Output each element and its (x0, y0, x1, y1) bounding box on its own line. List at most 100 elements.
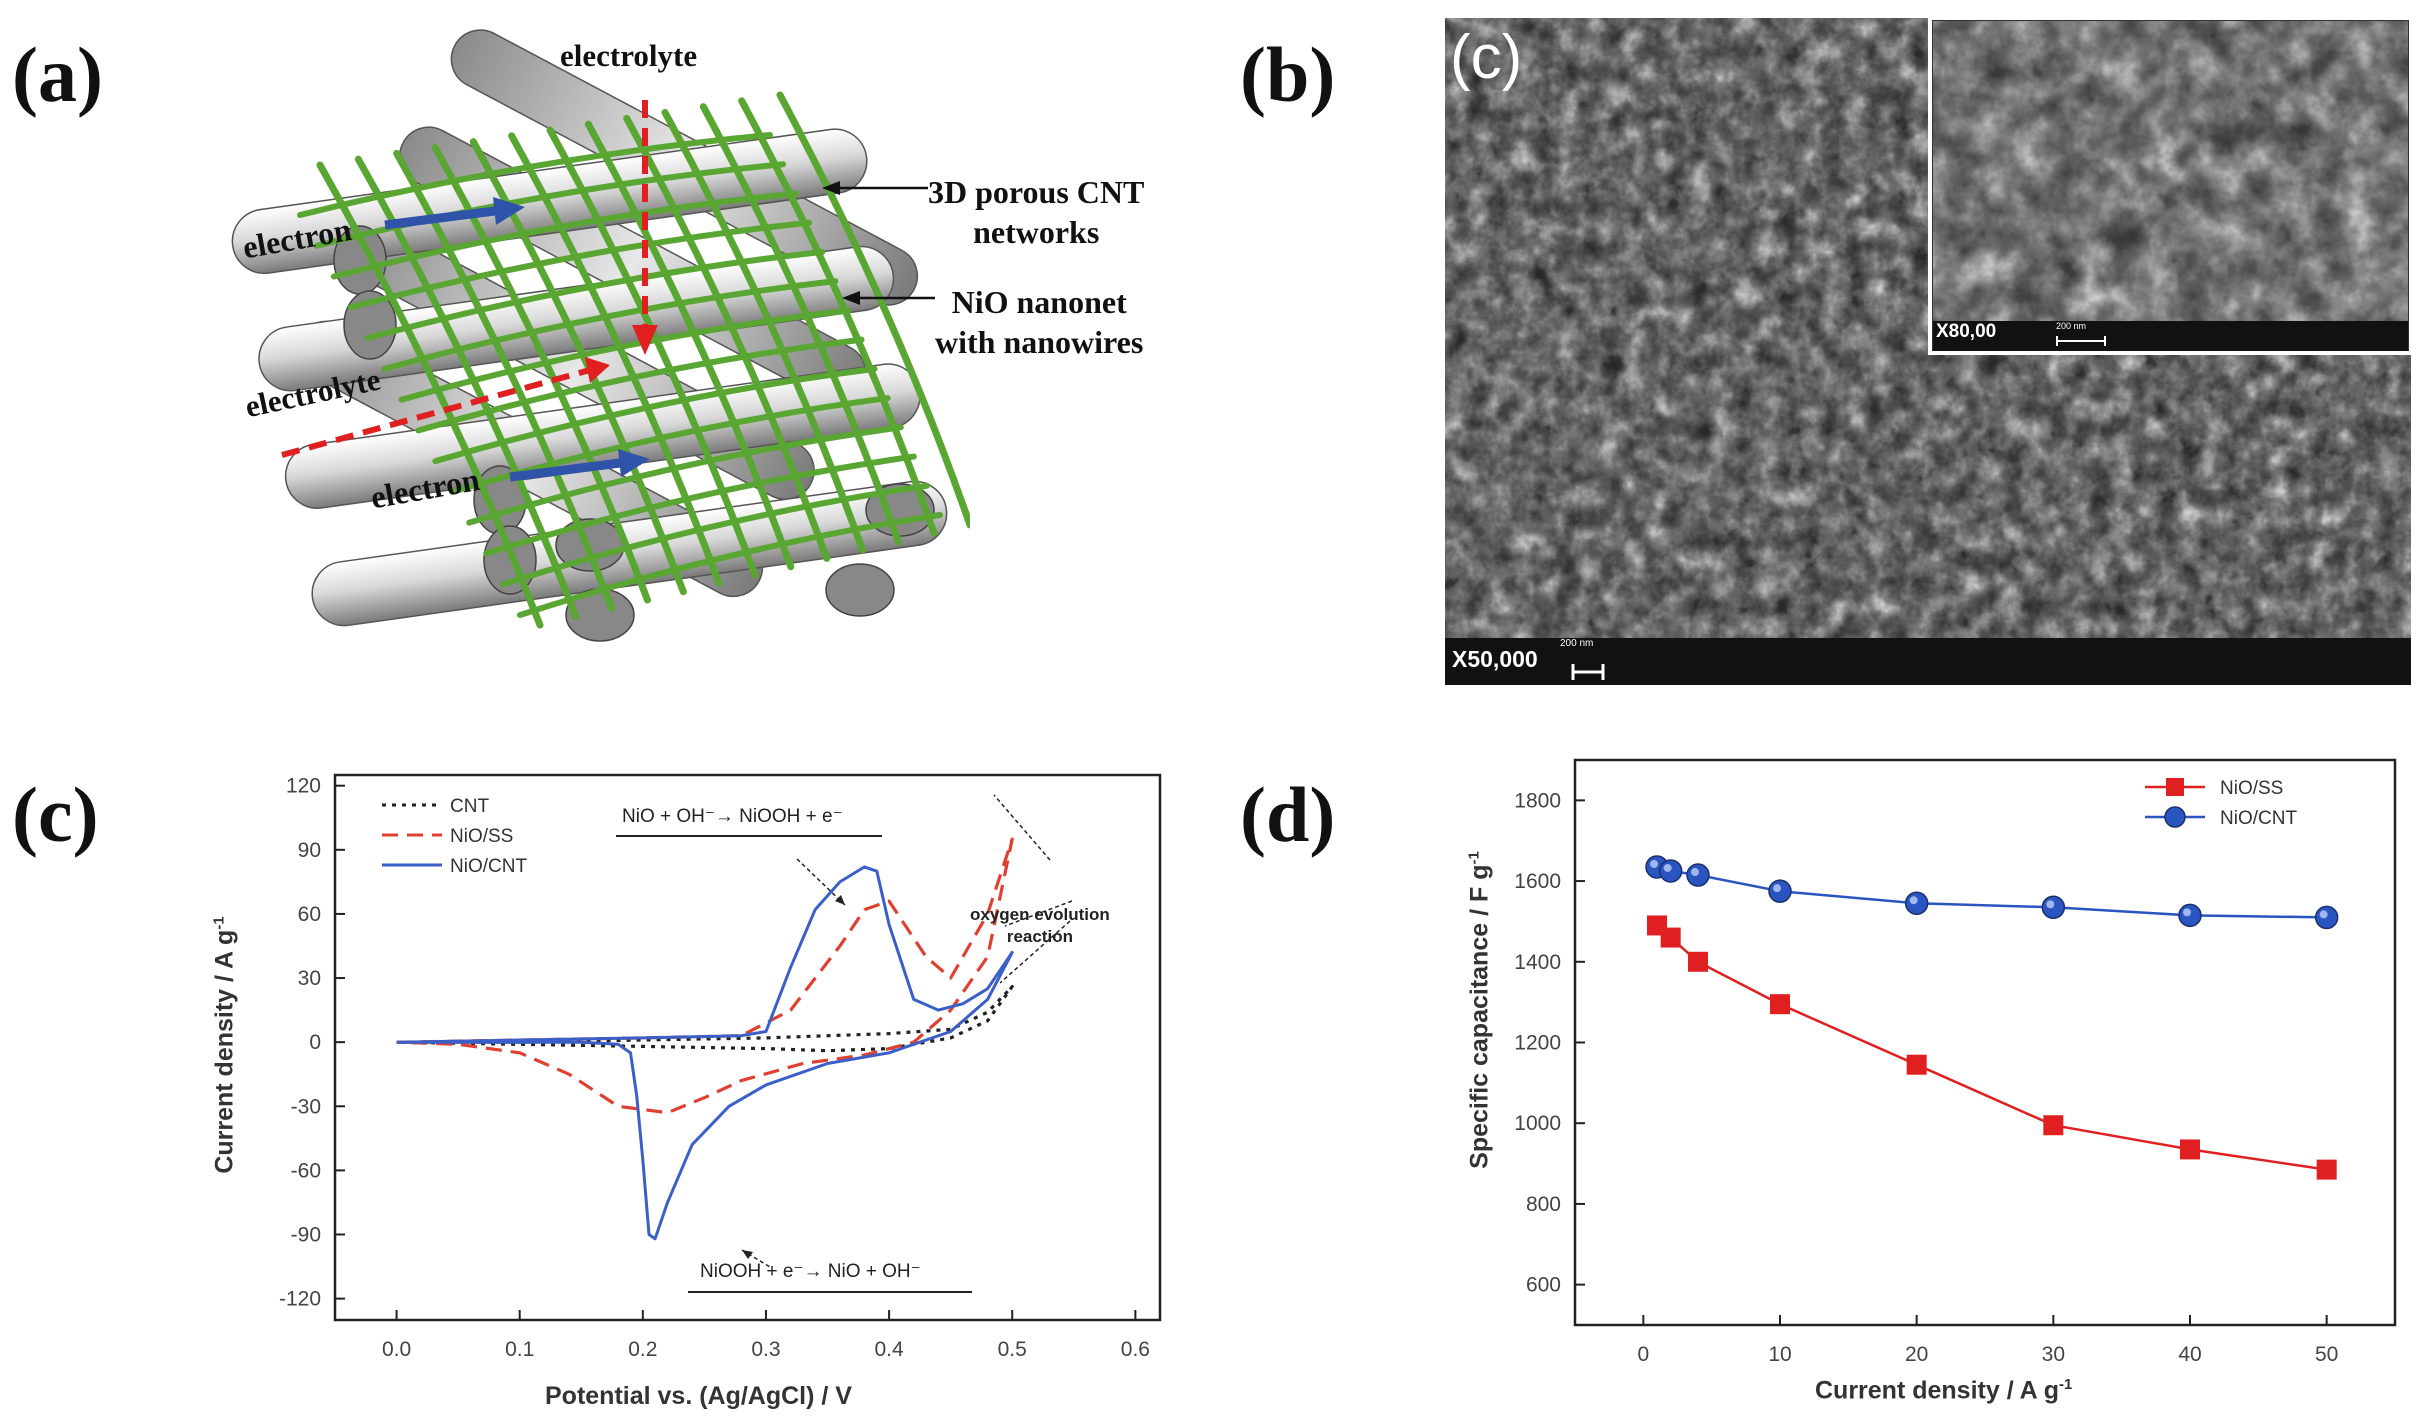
cv-y-axis-label-text: Current density / A g (210, 929, 239, 1174)
electron-arrow-top (384, 197, 525, 230)
mesh-wire (776, 91, 970, 529)
mesh-wire (738, 97, 938, 537)
mesh-wire (313, 161, 787, 249)
cv-legend-label: NiO/CNT (450, 856, 527, 877)
mesh-wire (483, 453, 917, 557)
capacitance-point-nio-ss (1770, 994, 1790, 1015)
capacitance-point-nio-ss (2316, 1159, 2337, 1180)
capacitance-point-nio-ss (2043, 1115, 2064, 1136)
capacitance-point-highlight (2183, 908, 2191, 917)
y-tick-label: 120 (286, 775, 321, 798)
x-tick-label: 0.5 (998, 1338, 1027, 1361)
mesh-wire (364, 248, 826, 342)
x-tick-label: 0.3 (751, 1338, 780, 1361)
cnt-network-label-line2: networks (973, 214, 1100, 250)
capacitance-point-nio-cnt (1658, 859, 1683, 883)
cv-annotations (616, 794, 1073, 1293)
y-tick-label: 1400 (1514, 951, 1561, 974)
capacitance-point-nio-ss (2180, 1139, 2200, 1160)
oer-pointer-1 (993, 794, 1051, 861)
oer-pointer-2 (1004, 900, 1073, 927)
sem-label: (c) (1450, 23, 1523, 92)
mesh-wire (347, 219, 813, 311)
cv-y-axis-label-sup: -1 (210, 916, 228, 930)
sem-scale-bar-label: 200 nm (1560, 638, 1594, 649)
mesh-wire (466, 424, 904, 526)
nio-pointer (842, 291, 935, 305)
y-tick-label: 30 (298, 967, 321, 990)
cnt-network-label: 3D porous CNT networks (928, 172, 1144, 252)
capacitance-legend-marker (2164, 806, 2186, 828)
capacitance-point-nio-ss (1688, 951, 1708, 972)
mesh-wire (297, 132, 773, 218)
cv-series (396, 837, 1014, 1241)
mesh-wire (381, 278, 839, 372)
capacitance-point-nio-ss (1906, 1054, 1927, 1075)
cv-oxidation-annotation: NiO + OH⁻→ NiOOH + e⁻ (622, 806, 843, 827)
capacitance-y-axis-label-sup: -1 (1465, 851, 1483, 865)
mesh-wire (316, 161, 544, 629)
x-tick-label: 20 (1905, 1343, 1928, 1366)
cv-series-nio-cnt (396, 865, 1014, 1241)
cv-legend-label: CNT (450, 796, 489, 817)
cv-oer-annotation-line2: reaction (1006, 927, 1073, 946)
cv-chart: 0.0 0.1 0.2 0.3 0.4 0.5 0.6 -120 -90 -60 -30 0 30 60 9… (279, 773, 1162, 1361)
oxidation-pointer-head (835, 895, 845, 905)
capacitance-x-axis-label-sup: -1 (2059, 1376, 2073, 1393)
y-tick-label: 60 (298, 903, 321, 926)
x-tick-label: 40 (2178, 1343, 2201, 1366)
sem-inset-magnification: X80,00 (1936, 321, 1997, 342)
panel-label-a: (a) (12, 31, 103, 118)
cv-series-nio-ss (396, 837, 1014, 1115)
reduction-pointer (741, 1249, 771, 1268)
mesh-wire (500, 482, 930, 588)
mesh-wire (699, 103, 902, 546)
mesh-wire (432, 365, 878, 465)
cv-legend-label: NiO/SS (450, 826, 513, 847)
x-tick-label: 50 (2315, 1343, 2338, 1366)
capacitance-point-nio-cnt (2041, 895, 2066, 920)
capacitance-point-nio-cnt (2178, 903, 2202, 928)
capacitance-legend: NiO/SS NiO/CNT (2145, 778, 2297, 829)
capacitance-point-highlight (1663, 863, 1672, 872)
capacitance-x-axis-label-text: Current density / A g (1815, 1376, 2060, 1405)
oxidation-pointer (796, 858, 846, 906)
capacitance-line-nio-cnt (1656, 865, 2327, 919)
nio-nanonet-label-line1: NiO nanonet (951, 284, 1127, 320)
panel-label-d: (d) (1240, 771, 1336, 858)
capacitance-point-highlight (1773, 884, 1781, 893)
mesh-wire (415, 336, 865, 434)
sem-inset-texture (1933, 21, 2408, 321)
x-tick-label: 0.1 (505, 1338, 534, 1361)
sem-inset-info-bar (1933, 321, 2408, 351)
x-tick-label: 0.4 (875, 1338, 905, 1361)
cv-oer-annotation-line1: oxygen evolution (970, 905, 1110, 924)
cv-reduction-annotation: NiOOH + e⁻→ NiO + OH⁻ (700, 1261, 921, 1282)
electron-arrow-bottom (509, 449, 650, 482)
capacitance-point-highlight (1650, 859, 1658, 868)
capacitance-point-nio-cnt (1768, 879, 1792, 903)
panel-label-b: (b) (1240, 31, 1336, 118)
x-tick-label: 10 (1768, 1343, 1791, 1366)
y-tick-label: 1200 (1514, 1032, 1561, 1055)
electrolyte-arrow-top (632, 100, 658, 355)
sem-magnification: X50,000 (1452, 646, 1538, 672)
sem-inset-scale-bar (2056, 336, 2106, 346)
capacitance-point-highlight (2046, 900, 2055, 909)
x-tick-label: 0 (1637, 1343, 1649, 1366)
cv-chart-frame (333, 773, 1162, 1322)
capacitance-point-nio-cnt (1904, 891, 1929, 916)
electrolyte-label-top: electrolyte (560, 38, 698, 73)
cnt-pointer (822, 181, 928, 195)
capacitance-point-nio-cnt (2314, 905, 2339, 930)
y-tick-label: 1000 (1514, 1112, 1561, 1135)
cv-axis-ticks: 0.0 0.1 0.2 0.3 0.4 0.5 0.6 -120 -90 -60 -30 0 30 60 9… (279, 775, 1150, 1361)
cv-x-axis-label: Potential vs. (Ag/AgCl) / V (545, 1382, 852, 1410)
capacitance-point-highlight (1909, 896, 1918, 905)
x-tick-label: 0.2 (628, 1338, 657, 1361)
mesh-wire (330, 190, 800, 280)
capacitance-legend-marker (2166, 778, 2184, 796)
capacitance-y-axis-label-text: Specific capacitance / F g (1465, 864, 1494, 1169)
oer-pointer-3 (999, 920, 1071, 984)
panel-label-c: (c) (12, 771, 99, 858)
